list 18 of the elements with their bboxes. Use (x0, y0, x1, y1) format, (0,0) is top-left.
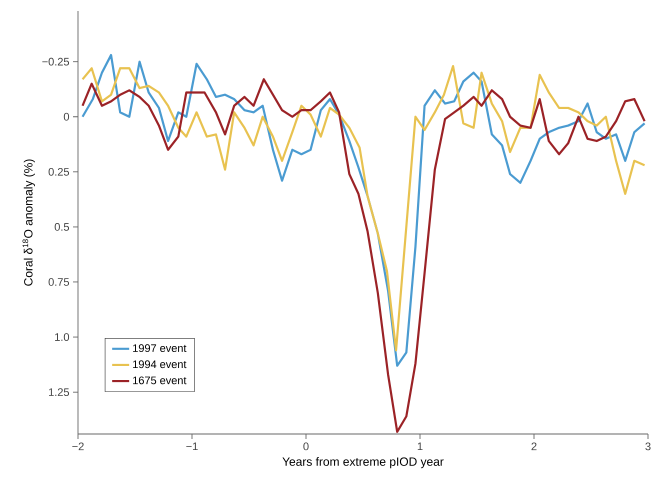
y-axis-title: Coral δ$^{18}$O anomaly (%) (22, 159, 35, 286)
x-tick-label: 3 (645, 442, 651, 450)
x-tick-label: −1 (186, 442, 198, 450)
y-tick-label: 0.75 (48, 278, 70, 286)
y-tick-label: 1.25 (48, 388, 70, 396)
x-tick-label: 0 (303, 442, 309, 450)
x-tick-label: 2 (532, 442, 537, 450)
y-tick-label: 0 (64, 112, 70, 121)
legend-label: 1994 event (133, 360, 186, 368)
y-tick-label: 1.0 (55, 333, 70, 341)
legend-label: 1675 event (133, 376, 186, 384)
x-axis-title: Years from extreme pIOD year (282, 457, 444, 468)
legend-label: 1997 event (133, 344, 186, 352)
y-tick-label: 0.5 (54, 223, 70, 231)
y-tick-label: −0.25 (42, 58, 70, 66)
x-tick-label: −2 (72, 442, 84, 450)
x-tick-label: 1 (418, 442, 423, 450)
y-tick-label: 0.25 (48, 168, 70, 176)
